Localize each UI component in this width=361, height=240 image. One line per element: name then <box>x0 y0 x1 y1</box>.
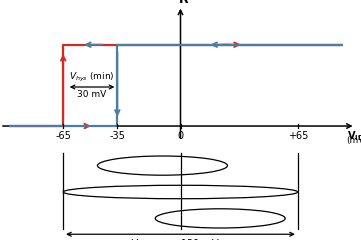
Text: 30 mV: 30 mV <box>77 90 107 99</box>
Text: R: R <box>178 0 188 6</box>
Text: $\mathbf{V_{ID}}$: $\mathbf{V_{ID}}$ <box>347 129 361 143</box>
Text: (mV): (mV) <box>347 136 361 145</box>
Text: -65: -65 <box>55 131 71 141</box>
Text: $V_n$ max = 130 mVpp: $V_n$ max = 130 mVpp <box>130 237 231 240</box>
Text: 0: 0 <box>178 131 183 141</box>
Text: $V_{hys}$ (min): $V_{hys}$ (min) <box>69 71 115 84</box>
Text: -35: -35 <box>109 131 125 141</box>
Text: +65: +65 <box>288 131 308 141</box>
